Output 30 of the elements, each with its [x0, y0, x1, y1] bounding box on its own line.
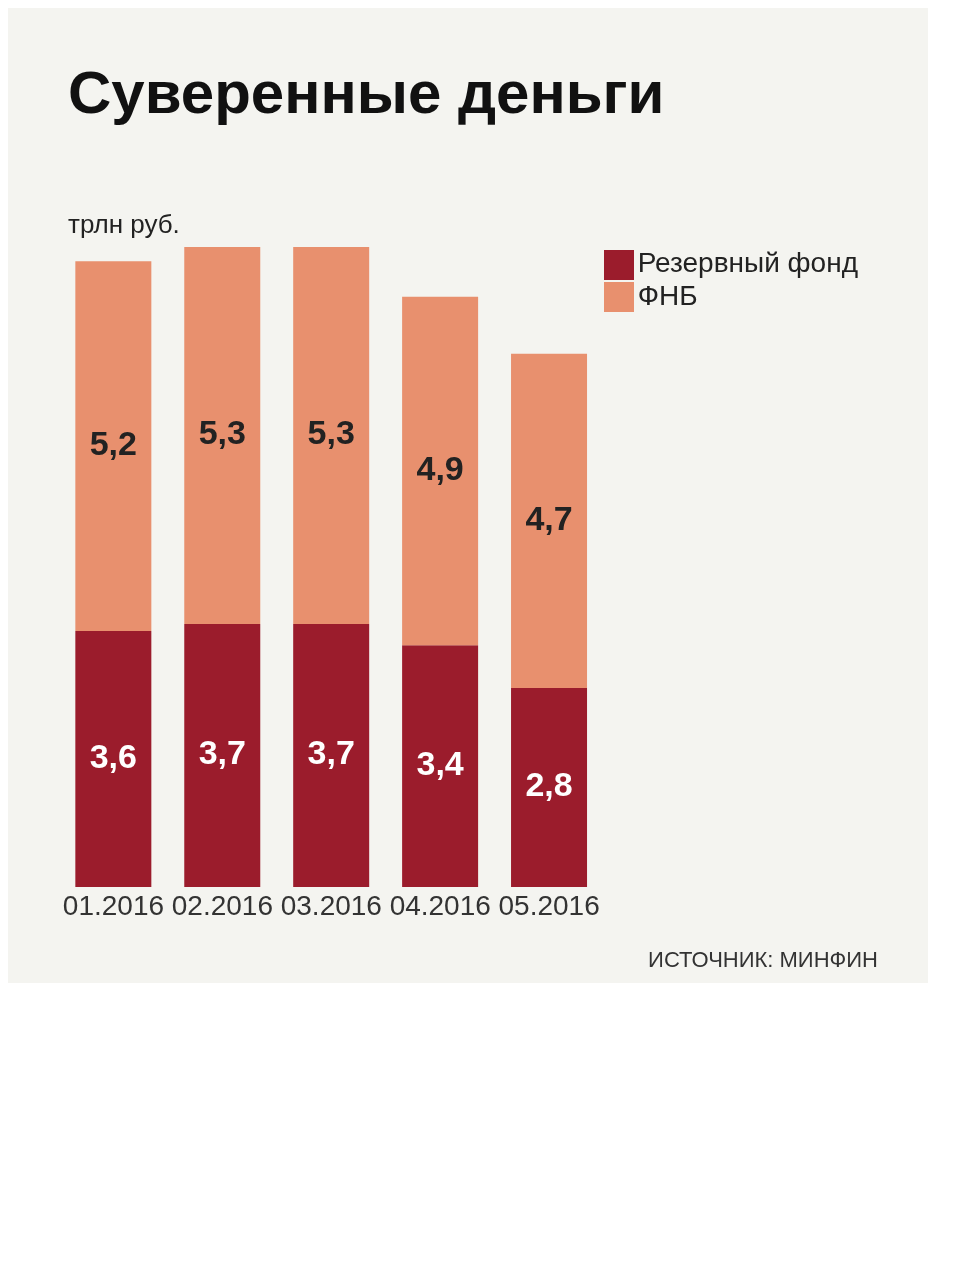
bar — [402, 296, 479, 646]
data-label: 3,7 — [307, 733, 355, 772]
bar — [511, 353, 588, 688]
chart-title: Суверенные деньги — [68, 58, 666, 127]
bar — [293, 623, 370, 887]
data-label: 3,7 — [198, 733, 246, 772]
x-tick-label: 01.2016 — [62, 889, 165, 921]
x-tick-label: 05.2016 — [498, 889, 600, 921]
legend-label: Резервный фонд — [637, 247, 858, 278]
y-axis-title: трлн руб. — [68, 209, 180, 239]
data-label: 5,3 — [307, 413, 355, 452]
bar — [402, 645, 479, 887]
data-label: 3,4 — [416, 744, 464, 783]
data-label: 5,3 — [198, 413, 246, 452]
bar — [184, 247, 261, 624]
bar — [293, 247, 370, 624]
x-tick-label: 03.2016 — [280, 889, 382, 921]
x-tick-label: 02.2016 — [171, 889, 273, 921]
bar — [184, 623, 261, 887]
text: ИСТОЧНИК: МИНФИН — [647, 947, 878, 973]
data-label: 4,9 — [416, 448, 464, 487]
data-label: 5,2 — [89, 424, 137, 463]
bar — [75, 261, 152, 631]
data-label: 3,6 — [89, 736, 137, 775]
x-tick-label: 04.2016 — [389, 889, 491, 921]
bar — [511, 687, 588, 887]
legend-label: ФНБ — [637, 279, 698, 311]
data-label: 2,8 — [525, 765, 573, 804]
bar — [75, 631, 152, 887]
data-label: 4,7 — [525, 498, 573, 537]
